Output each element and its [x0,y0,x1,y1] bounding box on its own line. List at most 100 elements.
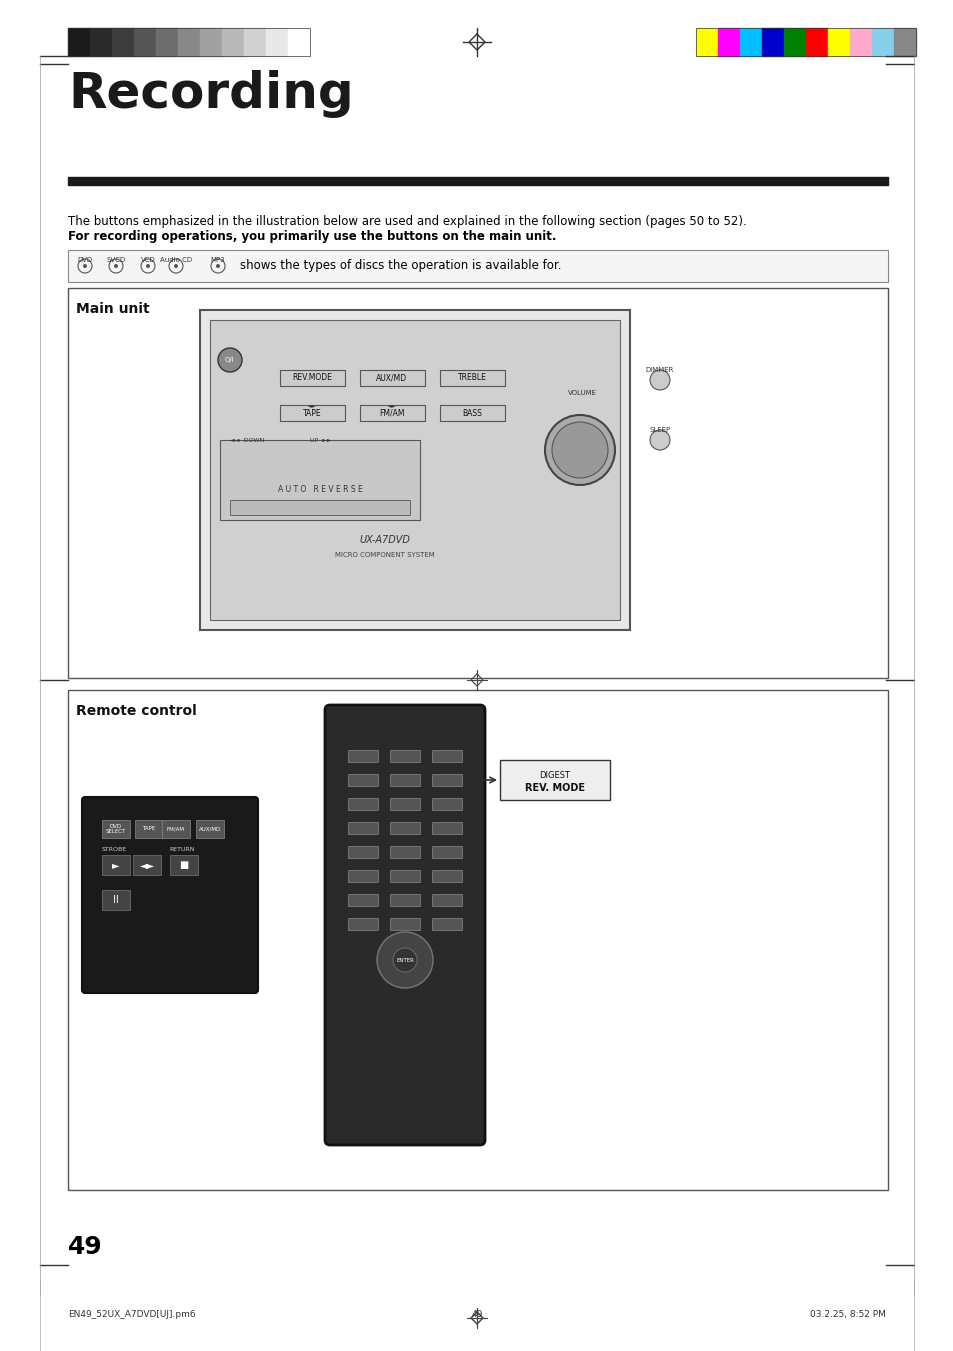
Bar [280,370,345,386]
Bar [112,28,133,55]
Bar [849,28,871,55]
Bar [132,855,161,875]
Bar [871,28,893,55]
Bar [280,405,345,422]
Text: AUX/MD: AUX/MD [376,373,407,382]
Bar [222,28,244,55]
Text: The buttons emphasized in the illustration below are used and explained in the f: The buttons emphasized in the illustrati… [68,215,746,228]
Text: SVCD: SVCD [107,257,126,262]
Text: FM/AM: FM/AM [379,408,404,417]
Text: ◄◄  DOWN: ◄◄ DOWN [230,438,264,443]
Bar [761,28,783,55]
Text: 49: 49 [471,1310,482,1319]
Bar [390,870,419,882]
Bar [390,750,419,762]
Bar [432,798,461,811]
Bar [220,440,419,520]
Circle shape [376,932,433,988]
Text: II: II [113,894,119,905]
Text: EN49_52UX_A7DVD[UJ].pm6: EN49_52UX_A7DVD[UJ].pm6 [68,1310,195,1319]
Bar [390,917,419,929]
Bar [390,798,419,811]
Text: REV.MODE: REV.MODE [292,373,332,382]
Bar [718,28,740,55]
Bar [90,28,112,55]
Bar [348,798,377,811]
Bar [288,28,310,55]
Circle shape [173,263,178,267]
Bar [432,750,461,762]
Bar [740,28,761,55]
Text: VOLUME: VOLUME [567,390,596,396]
Bar [432,821,461,834]
Text: UX-A7DVD: UX-A7DVD [359,535,410,544]
Bar [230,500,410,515]
FancyBboxPatch shape [325,705,484,1146]
Text: REV. MODE: REV. MODE [524,784,584,793]
Bar [162,820,190,838]
Circle shape [113,263,118,267]
Bar [348,870,377,882]
Bar [68,177,887,185]
Bar [432,870,461,882]
Text: TREBLE: TREBLE [457,373,486,382]
Text: Remote control: Remote control [76,704,196,717]
Text: FM/AM: FM/AM [167,827,185,831]
Bar [696,28,718,55]
Bar [432,774,461,786]
Bar [348,846,377,858]
Circle shape [649,430,669,450]
Text: ►: ► [112,861,120,870]
Bar [348,917,377,929]
Bar [432,917,461,929]
Bar [210,320,619,620]
Text: A U T O   R E V E R S E: A U T O R E V E R S E [277,485,362,494]
Text: AUX/MD: AUX/MD [198,827,221,831]
Bar [359,405,424,422]
Bar [439,405,504,422]
Bar [348,894,377,907]
Bar [170,855,198,875]
Bar [200,309,629,630]
Bar [68,690,887,1190]
Bar [783,28,805,55]
Bar [102,890,130,911]
Bar [390,774,419,786]
Text: MICRO COMPONENT SYSTEM: MICRO COMPONENT SYSTEM [335,553,435,558]
Text: BASS: BASS [461,408,481,417]
Bar [178,28,200,55]
Bar [68,250,887,282]
Bar [68,28,310,55]
Bar [696,28,915,55]
Bar [805,28,827,55]
Text: shows the types of discs the operation is available for.: shows the types of discs the operation i… [240,259,561,273]
Bar [68,288,887,678]
Text: DIGEST: DIGEST [539,770,570,780]
Bar [102,820,130,838]
Bar [359,370,424,386]
Text: Main unit: Main unit [76,303,150,316]
Bar [348,821,377,834]
Bar [390,821,419,834]
Bar [499,761,609,800]
FancyBboxPatch shape [82,797,257,993]
Circle shape [552,422,607,478]
Bar [893,28,915,55]
Text: DVD: DVD [77,257,92,262]
Bar [244,28,266,55]
Bar [200,28,222,55]
Text: O/I: O/I [225,357,234,363]
Circle shape [649,370,669,390]
Text: 03.2.25, 8:52 PM: 03.2.25, 8:52 PM [809,1310,885,1319]
Bar [827,28,849,55]
Text: STROBE: STROBE [102,847,127,852]
Circle shape [215,263,220,267]
Text: SLEEP: SLEEP [649,427,670,434]
Bar [439,370,504,386]
Bar [348,750,377,762]
Text: MP3: MP3 [211,257,225,262]
Text: Recording: Recording [68,70,354,118]
Text: ◄►: ◄► [387,403,395,408]
Bar [102,855,130,875]
Text: 49: 49 [68,1235,103,1259]
